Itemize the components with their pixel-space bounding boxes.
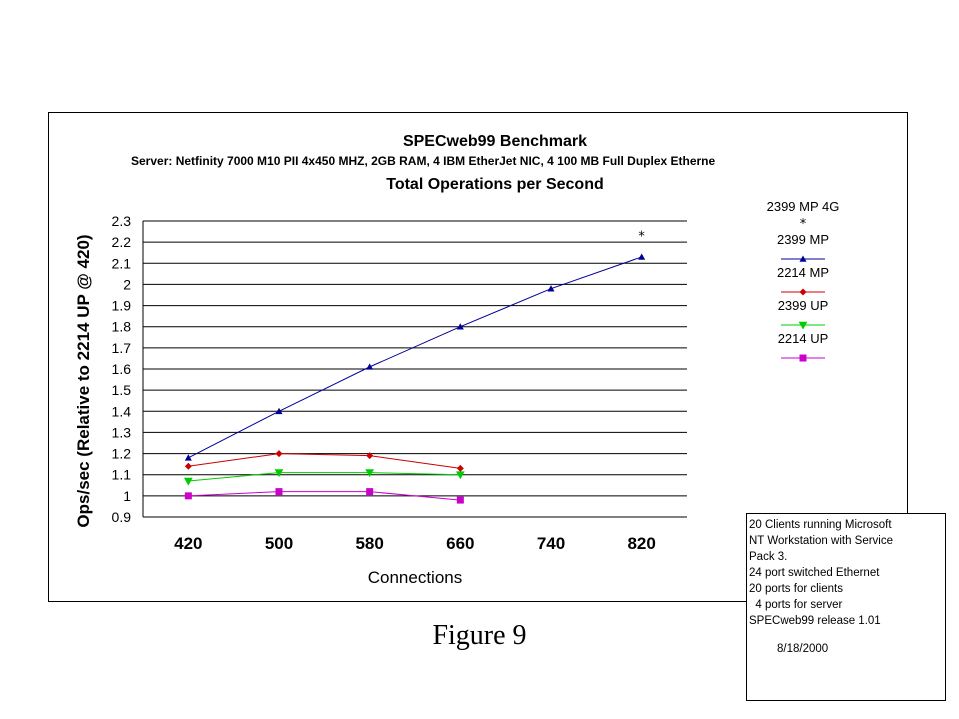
note-line: 4 ports for server <box>749 599 843 611</box>
series-2399-mp <box>184 253 646 461</box>
data-point <box>275 407 283 415</box>
x-axis-label: Connections <box>368 568 463 587</box>
y-tick-label: 2 <box>123 276 131 292</box>
series-2214-up <box>184 488 464 504</box>
legend-label: 2399 UP <box>778 298 829 313</box>
series-2399-mp-4g: * <box>638 230 645 245</box>
legend-marker <box>799 288 807 296</box>
data-point <box>366 488 374 496</box>
chart-svg: SPECweb99 Benchmark Server: Netfinity 70… <box>74 133 840 587</box>
y-tick-label: 1.3 <box>112 424 132 440</box>
legend-marker <box>799 354 807 362</box>
plot-area: 2.3 2.2 2.1 2 1.9 1.8 1.7 1.6 1.5 1.4 1.3 1.2 1.1 1 0.… <box>112 213 687 553</box>
y-tick-label: 1.1 <box>112 467 132 483</box>
note-line: 20 ports for clients <box>749 583 843 595</box>
date-label: 8/18/2000 <box>777 643 829 655</box>
y-tick-label: 2.3 <box>112 213 132 229</box>
data-point <box>184 454 192 461</box>
legend-label: 2214 MP <box>777 265 829 280</box>
y-tick-label: 0.9 <box>112 509 132 525</box>
series-line <box>188 256 642 459</box>
y-tick-label: 1 <box>123 488 131 504</box>
x-tick-label: 420 <box>174 534 202 553</box>
data-point <box>456 464 464 472</box>
x-tick-label: 580 <box>355 534 383 553</box>
x-tick-label: 500 <box>265 534 293 553</box>
note-line: 20 Clients running Microsoft <box>749 519 892 531</box>
legend-label: 2399 MP 4G <box>767 199 840 214</box>
y-tick-label: 1.7 <box>112 340 132 356</box>
data-point <box>455 471 465 480</box>
legend-label: 2399 MP <box>777 232 829 247</box>
y-tick-label: 2.1 <box>112 255 132 271</box>
data-point <box>275 450 283 458</box>
figure-caption: Figure 9 <box>432 620 527 651</box>
note-line: 24 port switched Ethernet <box>749 567 880 579</box>
legend-marker <box>799 255 807 262</box>
data-point <box>183 477 193 486</box>
chart-subtitle: Server: Netfinity 7000 M10 PII 4x450 MHZ… <box>131 154 716 168</box>
data-point <box>456 496 464 504</box>
data-point <box>366 363 374 370</box>
notes-box: 20 Clients running Microsoft NT Workstati… <box>746 513 946 701</box>
note-line: SPECweb99 release 1.01 <box>749 615 881 627</box>
data-point: * <box>638 230 645 245</box>
y-axis-label: Ops/sec (Relative to 2214 UP @ 420) <box>74 234 93 527</box>
data-point <box>275 488 283 496</box>
series-2399-up <box>183 469 465 486</box>
legend-label: 2214 UP <box>778 331 829 346</box>
data-point <box>184 462 192 470</box>
y-tick-label: 1.8 <box>112 319 132 335</box>
chart-frame: SPECweb99 Benchmark Server: Netfinity 70… <box>48 112 946 701</box>
legend-marker <box>798 321 808 330</box>
data-point <box>638 253 646 260</box>
data-point <box>366 452 374 460</box>
data-point <box>274 469 284 478</box>
data-point <box>365 469 375 478</box>
series-2214-mp <box>184 450 464 472</box>
x-tick-label: 740 <box>537 534 565 553</box>
legend-marker: * <box>800 217 807 232</box>
chart-title-2: Total Operations per Second <box>386 176 604 193</box>
data-point <box>456 323 464 330</box>
data-point <box>184 492 192 500</box>
x-tick-label: 820 <box>627 534 655 553</box>
y-tick-label: 1.5 <box>112 382 132 398</box>
chart-title: SPECweb99 Benchmark <box>403 133 587 150</box>
x-tick-label: 660 <box>446 534 474 553</box>
series-line <box>188 491 461 501</box>
note-line: Pack 3. <box>749 551 788 563</box>
series-line <box>188 472 461 482</box>
note-line: NT Workstation with Service <box>749 535 894 547</box>
legend: 2399 MP 4G *2399 MP 2214 MP 2399 UP 2214 UP <box>767 199 840 362</box>
y-tick-label: 1.6 <box>112 361 132 377</box>
y-tick-label: 1.4 <box>112 403 132 419</box>
y-tick-label: 1.2 <box>112 446 132 462</box>
series-line <box>188 453 461 469</box>
y-tick-label: 2.2 <box>112 234 132 250</box>
data-point <box>547 285 555 292</box>
y-tick-label: 1.9 <box>112 298 132 314</box>
